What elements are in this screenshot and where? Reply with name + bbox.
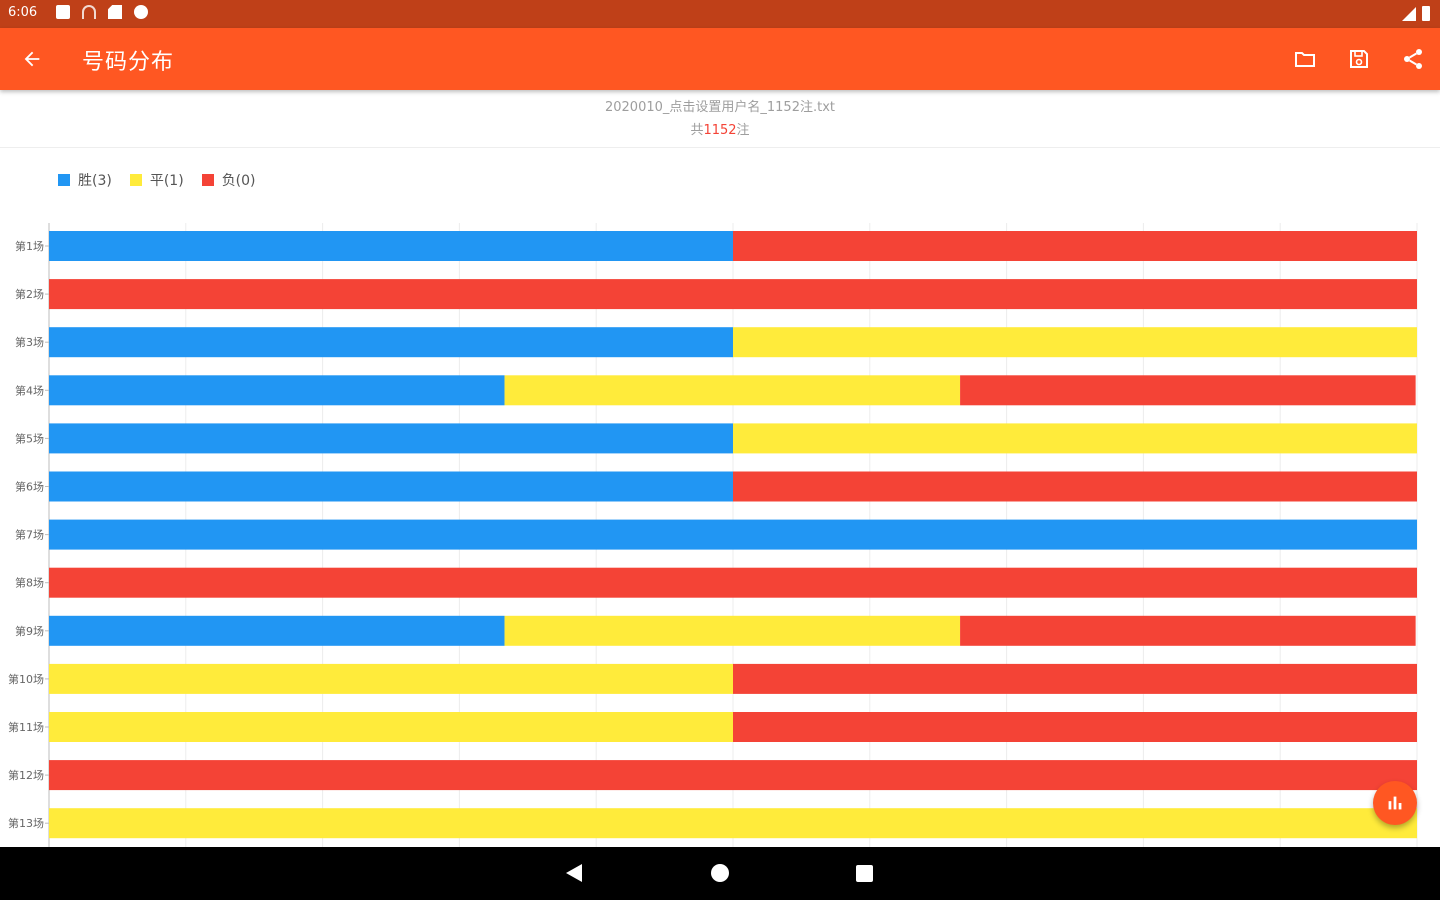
bar-segment-draw <box>504 375 961 406</box>
bar-segment-lose <box>733 231 1417 261</box>
wifi-icon <box>82 5 96 19</box>
legend-item-draw: 平(1) <box>129 170 184 190</box>
count-suffix: 注 <box>736 123 750 138</box>
status-time: 6:06 <box>8 5 38 20</box>
y-tick-label: 第11场 <box>8 720 44 734</box>
bar-segment-win <box>49 375 505 406</box>
back-arrow-icon[interactable] <box>18 45 46 73</box>
legend-label-win: 胜(3) <box>78 173 112 189</box>
bar-segment-win <box>49 423 733 454</box>
y-tick-label: 第13场 <box>8 816 44 830</box>
page-title: 号码分布 <box>82 50 175 75</box>
bar-segment-draw <box>49 712 733 742</box>
bar-segment-lose <box>733 712 1417 742</box>
bar-segment-win <box>49 327 733 358</box>
y-tick-label: 第4场 <box>15 383 44 397</box>
bar-segment-draw <box>49 663 733 694</box>
legend-label-lose: 负(0) <box>221 173 256 189</box>
legend-swatch-draw <box>129 174 142 186</box>
chart-fab-button[interactable] <box>1373 781 1417 825</box>
bar-segment-draw <box>733 327 1417 358</box>
battery-icon <box>1422 6 1430 21</box>
bar-segment-draw <box>733 423 1417 454</box>
chart-legend: 胜(3) 平(1) 负(0) <box>58 170 256 190</box>
legend-swatch-win <box>58 174 70 186</box>
bar-segment-win <box>49 615 505 646</box>
y-tick-label: 第9场 <box>15 624 44 638</box>
y-tick-label: 第5场 <box>15 431 44 445</box>
y-tick-label: 第8场 <box>15 576 44 590</box>
nav-back-icon[interactable] <box>566 864 582 882</box>
bar-segment-win <box>49 519 1417 550</box>
legend-item-win: 胜(3) <box>58 170 112 190</box>
legend-label-draw: 平(1) <box>149 173 184 189</box>
y-tick-label: 第12场 <box>8 768 44 782</box>
app-bar: 号码分布 <box>0 28 1440 90</box>
file-name: 2020010_点击设置用户名_1152注.txt <box>604 100 835 115</box>
bar-segment-lose <box>960 615 1416 646</box>
count-prefix: 共 <box>690 123 704 138</box>
status-bar: 6:06 <box>0 0 1440 28</box>
bar-segment-lose <box>49 760 1417 791</box>
bar-segment-lose <box>733 471 1417 502</box>
sd-card-icon <box>108 5 122 19</box>
bar-segment-draw <box>504 615 961 646</box>
share-icon[interactable] <box>1398 44 1428 74</box>
status-icons-right <box>1402 6 1430 21</box>
y-tick-label: 第10场 <box>8 672 44 686</box>
notification-icon <box>56 5 70 19</box>
signal-icon <box>1402 7 1416 21</box>
y-tick-label: 第2场 <box>15 287 44 301</box>
bar-segment-win <box>49 231 733 261</box>
y-tick-label: 第6场 <box>15 480 44 494</box>
legend-item-lose: 负(0) <box>201 170 256 190</box>
system-nav-bar <box>0 847 1440 900</box>
folder-icon[interactable] <box>1290 44 1320 74</box>
nav-home-icon[interactable] <box>711 864 729 882</box>
bar-chart-icon <box>1388 796 1402 810</box>
distribution-chart: 第1场第2场第3场第4场第5场第6场第7场第8场第9场第10场第11场第12场第… <box>8 223 1418 847</box>
y-tick-label: 第7场 <box>15 528 44 542</box>
bar-segment-win <box>49 471 733 502</box>
bar-segment-lose <box>49 279 1417 310</box>
save-icon[interactable] <box>1344 44 1374 74</box>
nav-recents-icon[interactable] <box>856 865 873 882</box>
status-icons-left <box>56 5 148 19</box>
bar-segment-lose <box>49 567 1417 598</box>
legend-swatch-lose <box>201 174 214 186</box>
bet-count: 共1152注 <box>0 119 1440 138</box>
app-notification-icon <box>134 5 148 19</box>
bar-segment-lose <box>960 375 1416 406</box>
count-value: 1152 <box>703 123 737 138</box>
bar-segment-draw <box>49 808 1417 839</box>
y-tick-label: 第3场 <box>15 335 44 349</box>
bar-segment-lose <box>733 663 1417 694</box>
file-info: 2020010_点击设置用户名_1152注.txt 共1152注 <box>0 90 1440 148</box>
y-tick-label: 第1场 <box>15 239 44 253</box>
